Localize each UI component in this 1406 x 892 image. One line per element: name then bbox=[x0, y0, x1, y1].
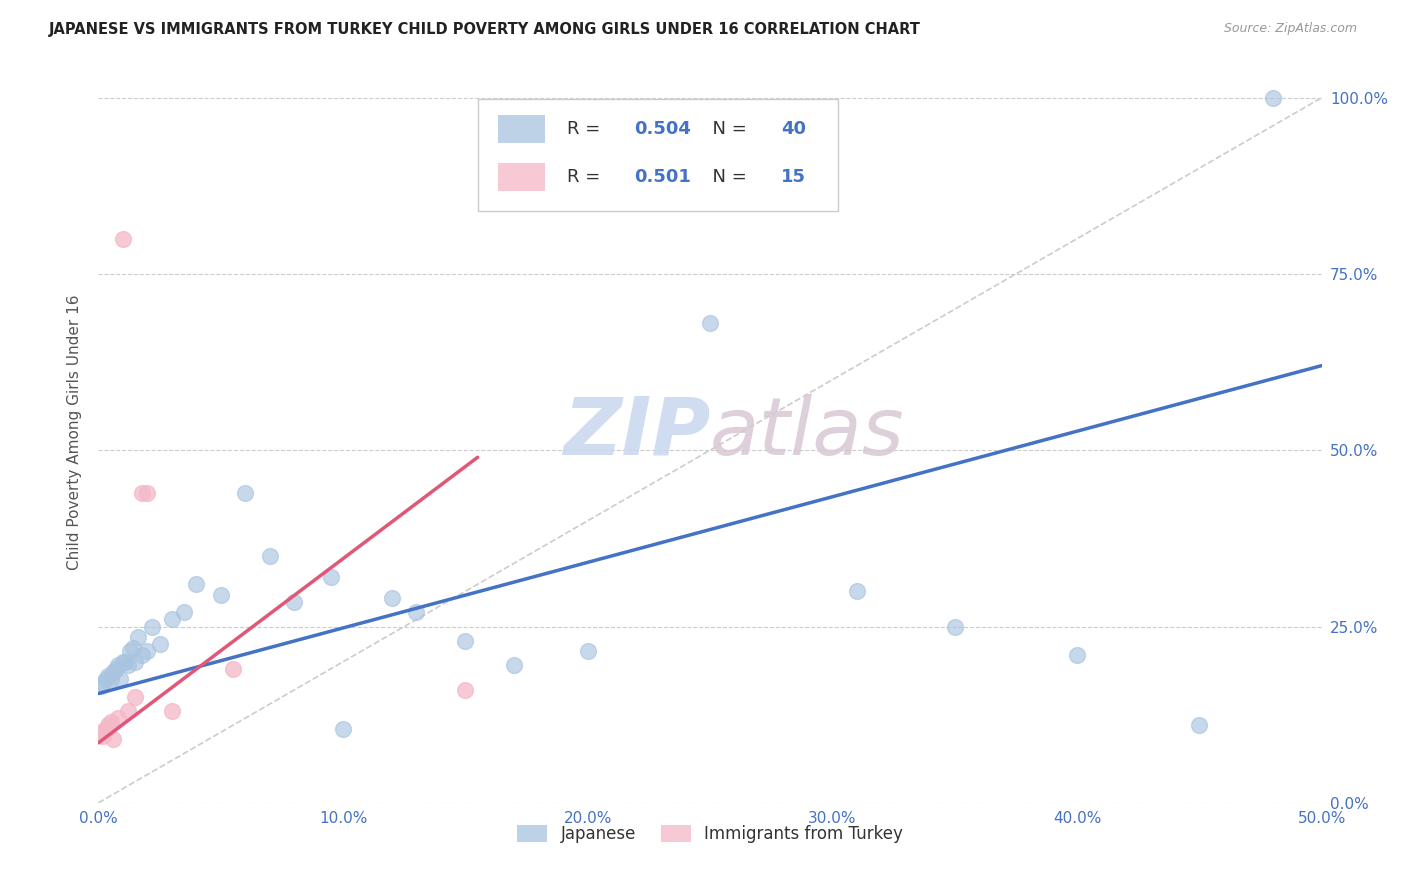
Point bbox=[90, 680, 112, 694]
Point bbox=[90, 725, 112, 739]
Point bbox=[136, 485, 159, 500]
Point bbox=[845, 584, 868, 599]
Point bbox=[124, 655, 146, 669]
Text: Source: ZipAtlas.com: Source: ZipAtlas.com bbox=[1223, 22, 1357, 36]
Point bbox=[405, 606, 427, 620]
Point bbox=[94, 722, 117, 736]
Point bbox=[259, 549, 281, 563]
Point bbox=[173, 606, 195, 620]
Point bbox=[110, 673, 132, 687]
Point bbox=[141, 619, 163, 633]
Point bbox=[233, 485, 256, 500]
Point bbox=[104, 662, 127, 676]
Point bbox=[136, 644, 159, 658]
Text: JAPANESE VS IMMIGRANTS FROM TURKEY CHILD POVERTY AMONG GIRLS UNDER 16 CORRELATIO: JAPANESE VS IMMIGRANTS FROM TURKEY CHILD… bbox=[49, 22, 921, 37]
Point bbox=[160, 612, 183, 626]
Point bbox=[107, 658, 129, 673]
Point bbox=[97, 669, 120, 683]
Point bbox=[91, 676, 114, 690]
Point bbox=[100, 714, 122, 729]
Point bbox=[943, 619, 966, 633]
Point bbox=[332, 722, 354, 736]
Point bbox=[454, 633, 477, 648]
Point bbox=[381, 591, 404, 606]
Point bbox=[186, 577, 208, 591]
Text: 0.504: 0.504 bbox=[634, 120, 692, 138]
Point bbox=[114, 655, 136, 669]
Point bbox=[91, 729, 114, 743]
Point bbox=[100, 673, 122, 687]
Text: ZIP: ZIP bbox=[562, 393, 710, 472]
Text: R =: R = bbox=[567, 169, 606, 186]
Text: N =: N = bbox=[702, 120, 754, 138]
Point bbox=[101, 665, 124, 680]
Point bbox=[120, 644, 142, 658]
Point bbox=[101, 732, 124, 747]
Point bbox=[149, 637, 172, 651]
Point bbox=[121, 640, 143, 655]
Point bbox=[503, 658, 526, 673]
Legend: Japanese, Immigrants from Turkey: Japanese, Immigrants from Turkey bbox=[510, 819, 910, 850]
Point bbox=[454, 683, 477, 698]
Point bbox=[131, 485, 153, 500]
Point bbox=[124, 690, 146, 704]
Point bbox=[1066, 648, 1088, 662]
Text: atlas: atlas bbox=[710, 393, 905, 472]
Text: 15: 15 bbox=[780, 169, 806, 186]
Point bbox=[111, 232, 134, 246]
Text: 0.501: 0.501 bbox=[634, 169, 692, 186]
Point bbox=[97, 718, 120, 732]
Text: 40: 40 bbox=[780, 120, 806, 138]
FancyBboxPatch shape bbox=[498, 163, 546, 191]
Point bbox=[117, 658, 139, 673]
Point bbox=[111, 655, 134, 669]
Point bbox=[117, 704, 139, 718]
Point bbox=[222, 662, 245, 676]
Point bbox=[576, 644, 599, 658]
Y-axis label: Child Poverty Among Girls Under 16: Child Poverty Among Girls Under 16 bbox=[67, 295, 83, 570]
Point bbox=[1188, 718, 1211, 732]
Point bbox=[94, 673, 117, 687]
FancyBboxPatch shape bbox=[498, 115, 546, 143]
Text: R =: R = bbox=[567, 120, 606, 138]
Point bbox=[127, 630, 149, 644]
Point bbox=[283, 595, 305, 609]
Point bbox=[1261, 91, 1284, 105]
Text: N =: N = bbox=[702, 169, 754, 186]
FancyBboxPatch shape bbox=[478, 99, 838, 211]
Point bbox=[131, 648, 153, 662]
Point bbox=[160, 704, 183, 718]
Point bbox=[699, 316, 721, 330]
Point bbox=[107, 711, 129, 725]
Point bbox=[319, 570, 342, 584]
Point bbox=[209, 588, 232, 602]
